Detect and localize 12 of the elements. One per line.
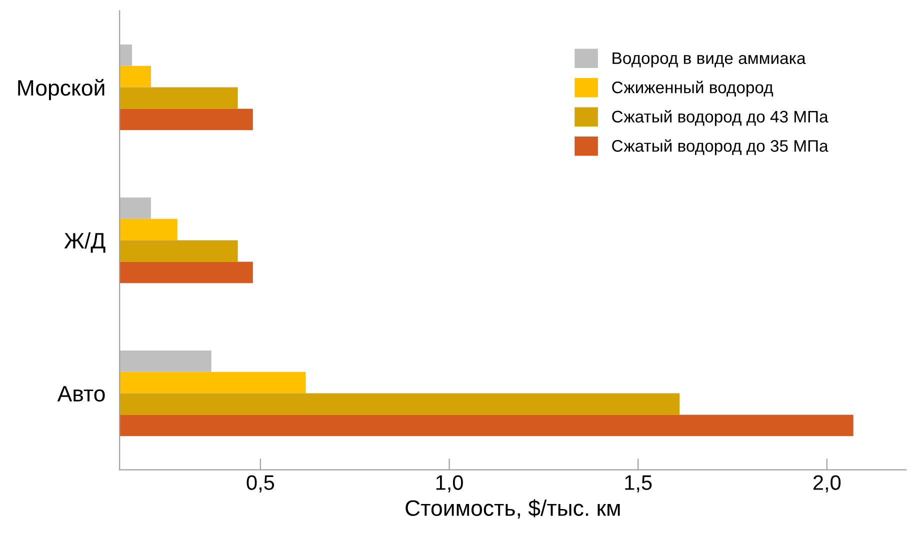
- x-tick-label: 2,0: [813, 475, 841, 492]
- legend-label: Сжатый водород до 43 МПа: [612, 110, 828, 126]
- x-tick-label: 1,0: [436, 475, 463, 492]
- legend-label: Водород в виде аммиака: [612, 52, 806, 68]
- x-tick-label: 0,5: [246, 475, 274, 492]
- y-tick-label: Ж/Д: [64, 232, 106, 253]
- legend-label: Сжатый водород до 35 МПа: [612, 139, 828, 156]
- legend-label: Сжиженный водород: [612, 80, 774, 97]
- x-axis-title: Стоимость, $/тыс. км: [406, 499, 620, 519]
- y-tick-label: Авто: [57, 386, 105, 402]
- x-tick-label: 1,5: [625, 475, 652, 492]
- y-tick-label: Морской: [18, 79, 104, 100]
